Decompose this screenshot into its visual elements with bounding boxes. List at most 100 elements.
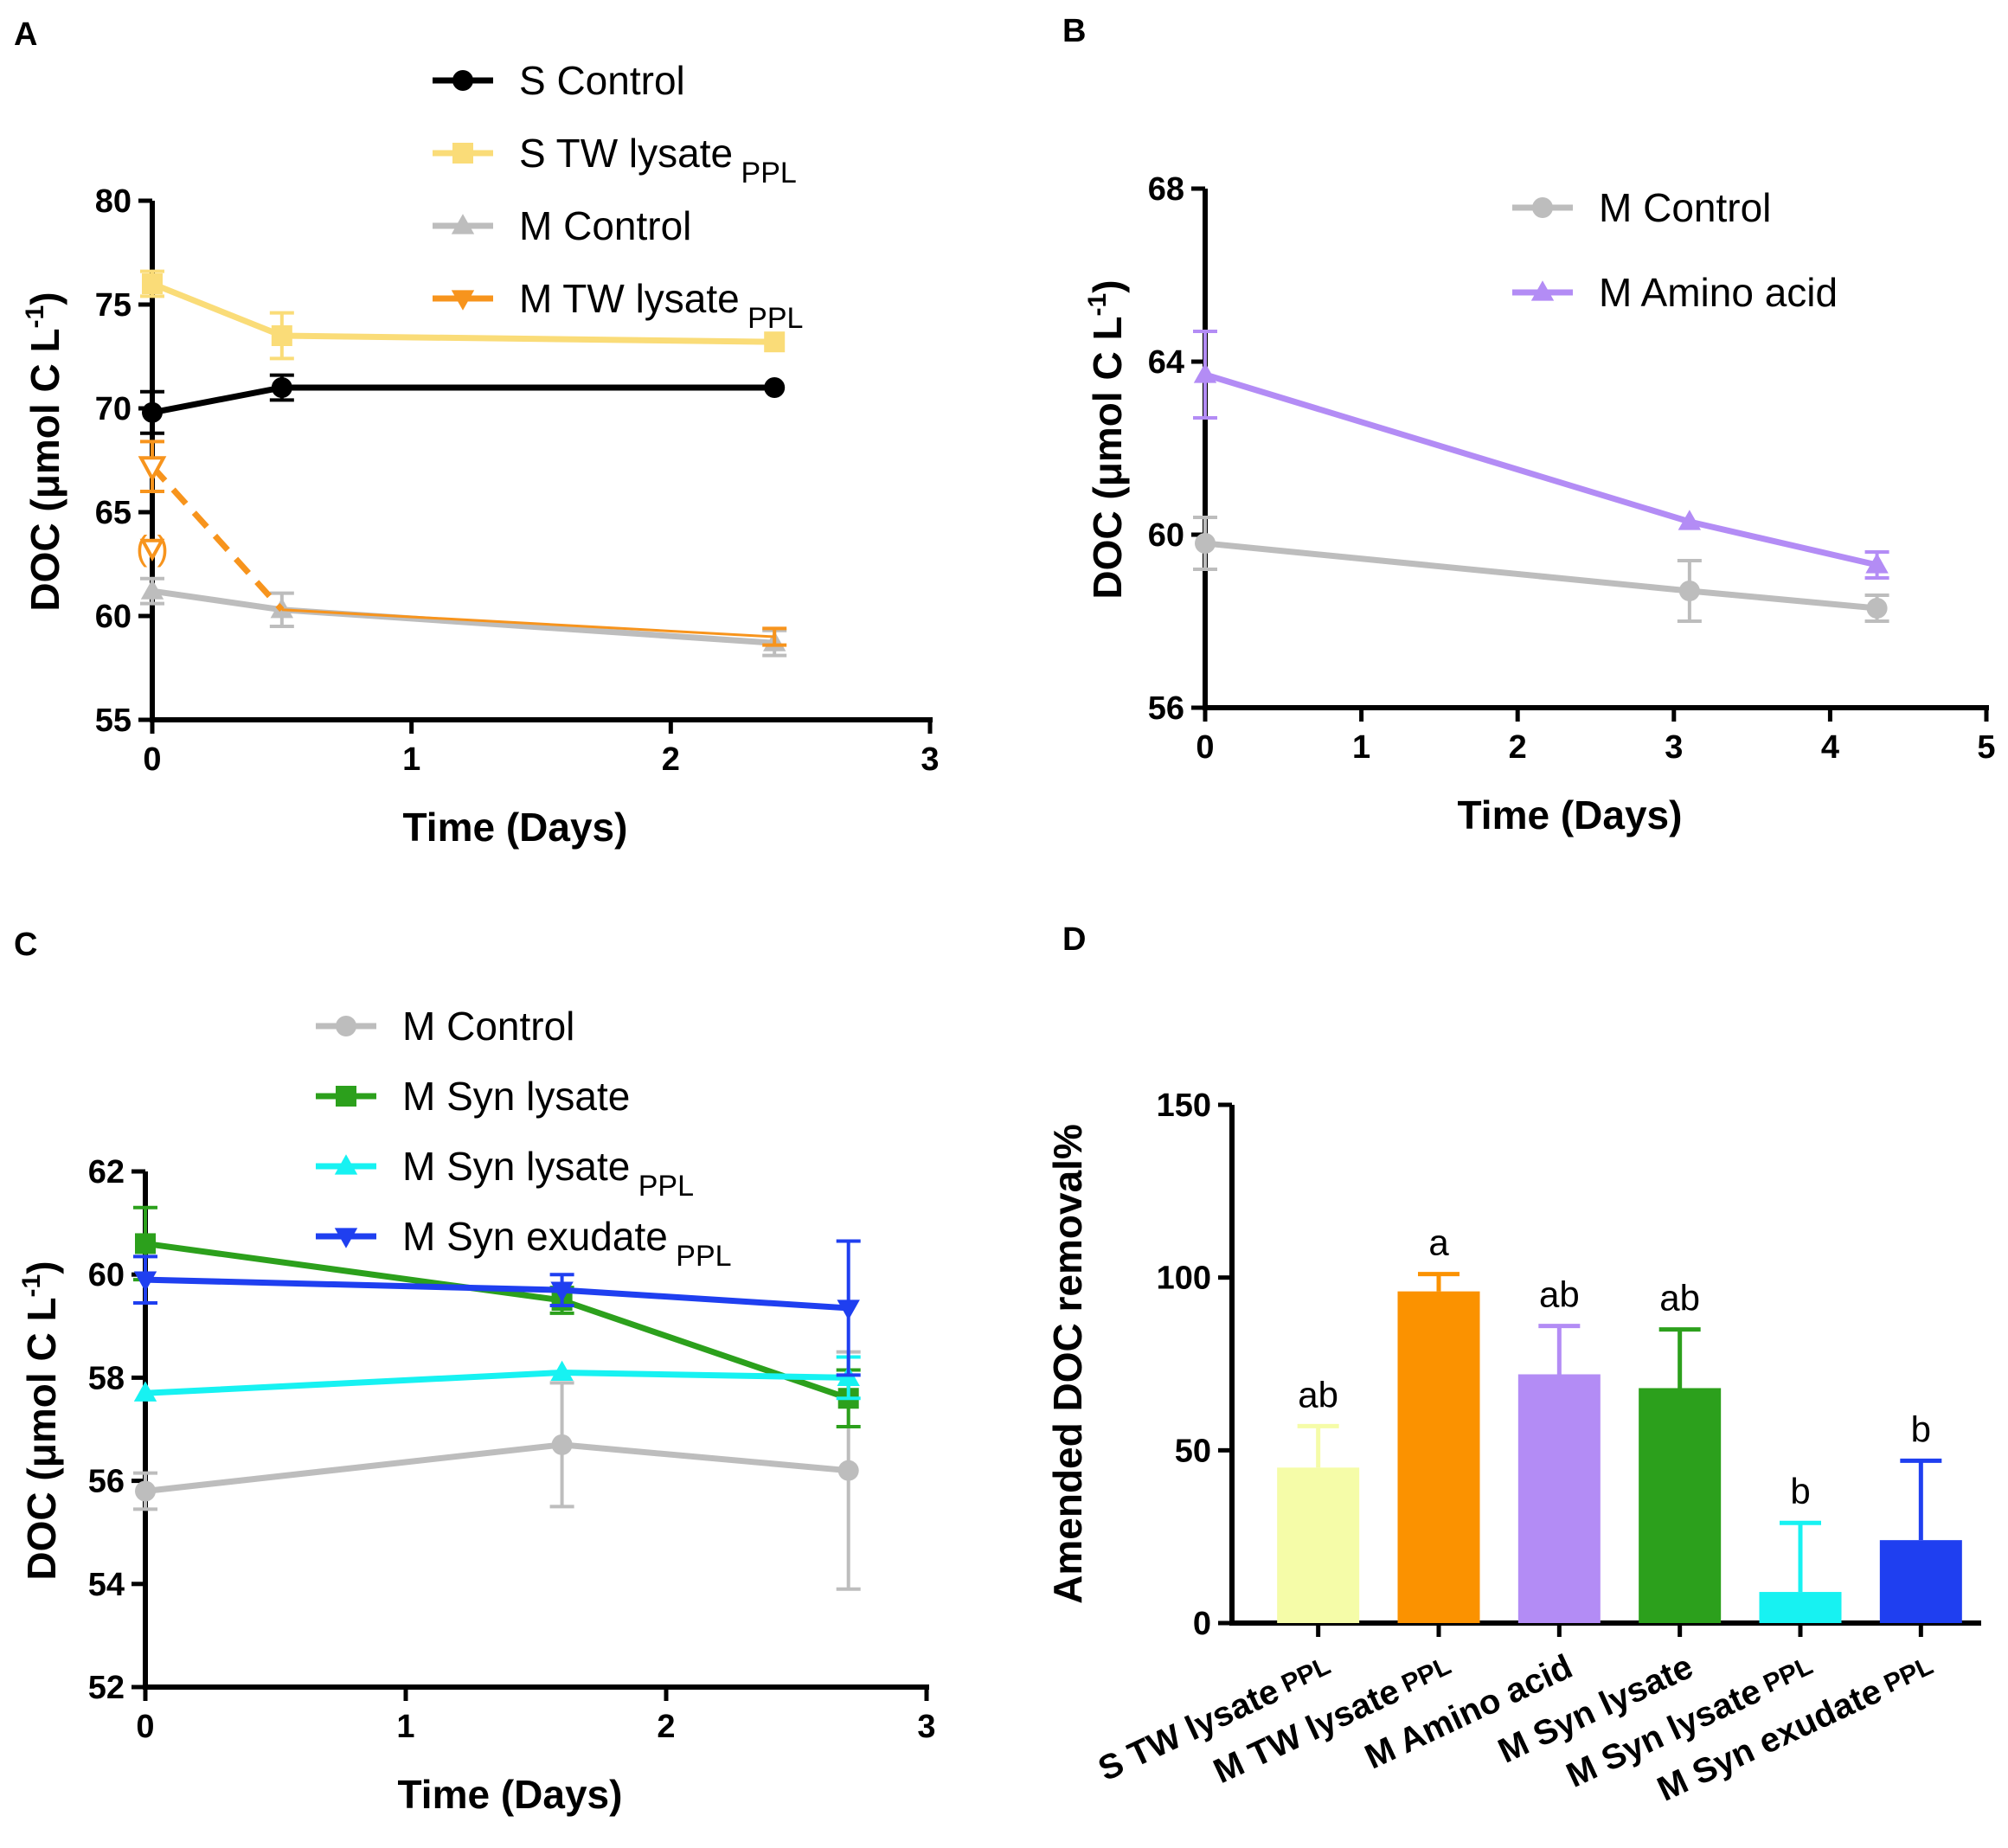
a-y-tick-label: 75 — [95, 287, 132, 324]
a-y-tick-label: 70 — [95, 391, 132, 427]
legend-label: M Amino acid — [1599, 270, 1838, 315]
a-x-tick-label: 3 — [921, 741, 939, 778]
a-series-1 — [140, 269, 786, 361]
a-legend-item: S TW lysate PPL — [433, 131, 797, 189]
a-x-tick-label: 1 — [402, 741, 420, 778]
b-legend-item: M Amino acid — [1512, 270, 1838, 315]
d-bar — [1879, 1540, 1962, 1623]
a-outlier-marker — [139, 538, 165, 561]
legend-swatch-marker — [336, 1086, 356, 1107]
legend-swatch-marker — [452, 143, 473, 164]
data-point — [550, 1360, 574, 1382]
data-point — [1865, 553, 1889, 574]
c-y-tick-label: 58 — [88, 1360, 125, 1396]
panel-label-d: D — [1062, 921, 1086, 958]
d-significance-label: b — [1790, 1471, 1810, 1511]
d-significance-label: a — [1428, 1222, 1449, 1263]
legend-label: M Control — [519, 203, 691, 248]
d-y-tick-label: 0 — [1193, 1606, 1211, 1642]
data-point — [551, 1434, 573, 1455]
series-line — [1203, 371, 1878, 568]
legend-label: M TW lysate PPL — [519, 276, 803, 335]
series-line — [144, 1441, 850, 1494]
data-point — [1678, 510, 1702, 530]
a-legend-item: M TW lysate PPL — [433, 276, 803, 335]
series-line — [144, 1369, 849, 1396]
c-y-tick-label: 60 — [88, 1257, 125, 1293]
legend-swatch-marker — [1532, 197, 1553, 218]
c-y-tick-label: 56 — [88, 1464, 125, 1500]
a-y-axis-title: DOC (μmol C L-1) — [21, 292, 67, 611]
data-point — [142, 273, 163, 294]
c-series-3 — [133, 1239, 861, 1377]
data-point — [133, 1381, 157, 1402]
c-y-tick-label: 52 — [88, 1670, 125, 1706]
a-series-3 — [138, 440, 787, 647]
a-x-tick-label: 2 — [662, 741, 680, 778]
b-legend-item: M Control — [1512, 185, 1771, 230]
c-legend-item: M Syn lysate PPL — [316, 1144, 694, 1203]
series-line — [150, 464, 285, 613]
legend-label: M Syn lysate — [402, 1074, 630, 1119]
a-legend-item: S Control — [433, 58, 685, 103]
data-point — [140, 579, 164, 600]
b-x-tick-label: 3 — [1665, 729, 1683, 766]
data-point — [550, 1281, 574, 1302]
c-x-tick-label: 2 — [657, 1709, 675, 1745]
panel-label-a: A — [14, 16, 37, 53]
c-legend-item: M Syn exudate PPL — [316, 1214, 732, 1273]
data-point — [138, 456, 167, 483]
series-line — [151, 587, 775, 646]
a-legend-item: M Control — [433, 203, 691, 248]
b-x-tick-label: 4 — [1821, 729, 1839, 766]
panel-c-line-chart: 52 54 56 58 60 62 0 1 2 3 Time (Days) DOC (μmol C L… — [17, 1004, 936, 1817]
panel-b-line-chart: 56 60 64 68 0 1 2 3 4 5 Time (Days) DOC (μmol C L-1… — [1083, 171, 1996, 837]
series-line — [281, 608, 775, 638]
b-x-axis-title: Time (Days) — [1458, 792, 1683, 837]
a-y-tick-label: 55 — [95, 703, 132, 739]
data-point — [837, 1299, 860, 1320]
b-y-tick-label: 68 — [1148, 171, 1184, 208]
legend-label: M Control — [402, 1004, 574, 1049]
d-significance-label: ab — [1659, 1278, 1700, 1319]
panel-label-b: B — [1062, 13, 1086, 49]
c-x-axis-title: Time (Days) — [398, 1772, 623, 1817]
c-y-tick-label: 54 — [88, 1567, 125, 1603]
data-point — [271, 377, 292, 398]
legend-swatch-marker — [334, 1228, 358, 1248]
d-bar — [1517, 1374, 1601, 1623]
a-series-2 — [140, 576, 787, 658]
data-point — [1193, 363, 1217, 383]
data-point — [764, 331, 786, 353]
legend-label: M Syn exudate PPL — [402, 1214, 732, 1273]
b-y-tick-label: 56 — [1148, 690, 1184, 727]
series-line — [151, 384, 775, 416]
c-legend-item: M Syn lysate — [316, 1074, 630, 1119]
data-point — [1866, 598, 1888, 619]
c-legend-item: M Control — [316, 1004, 574, 1049]
data-point — [837, 1460, 859, 1481]
a-y-tick-label: 60 — [95, 599, 132, 635]
a-series-0 — [140, 373, 786, 435]
d-y-axis-title: Amended DOC removal% — [1045, 1124, 1090, 1604]
d-significance-label: ab — [1539, 1274, 1580, 1315]
d-y-tick-label: 150 — [1157, 1088, 1211, 1124]
data-point — [1195, 533, 1216, 554]
d-bar — [1277, 1467, 1360, 1623]
legend-swatch-marker — [1530, 280, 1555, 301]
legend-swatch-marker — [336, 1016, 356, 1036]
d-y-tick-label: 100 — [1157, 1261, 1211, 1297]
legend-label: S Control — [519, 58, 685, 103]
a-x-axis-title: Time (Days) — [403, 805, 628, 850]
d-bar — [1759, 1592, 1842, 1623]
d-bar — [1639, 1388, 1722, 1623]
data-point — [135, 1480, 156, 1502]
c-x-tick-label: 0 — [136, 1709, 154, 1745]
data-point — [142, 401, 163, 423]
legend-label: M Control — [1599, 185, 1771, 230]
d-significance-label: b — [1911, 1408, 1931, 1449]
b-y-axis-title: DOC (μmol C L-1) — [1083, 279, 1130, 599]
c-y-axis-title: DOC (μmol C L-1) — [17, 1261, 64, 1580]
